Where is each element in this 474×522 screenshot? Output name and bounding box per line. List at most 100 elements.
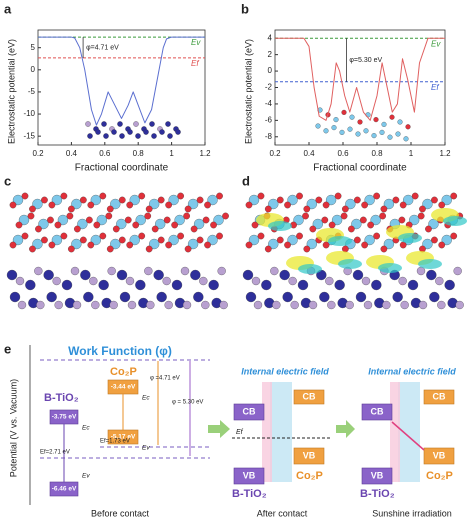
atom: [47, 216, 54, 224]
atom: [365, 112, 371, 118]
material-label: Co₂P: [110, 366, 137, 378]
level-label: Ev: [142, 445, 150, 452]
atom: [135, 279, 146, 291]
charge-density: [378, 263, 402, 273]
caption: After contact: [257, 508, 308, 518]
atom: [72, 300, 82, 310]
atom: [91, 300, 100, 310]
atom: [110, 198, 121, 210]
atom: [340, 212, 348, 220]
atom: [145, 245, 153, 253]
atom: [199, 276, 208, 286]
atom: [371, 279, 382, 291]
atom: [106, 205, 114, 213]
atom: [268, 238, 279, 250]
x-tick-label: 0.8: [133, 149, 145, 158]
atom: [438, 241, 446, 249]
atom: [361, 201, 368, 209]
phi-label: φ = 5.30 eV: [172, 400, 203, 406]
atom: [6, 269, 18, 281]
atom: [125, 276, 135, 286]
atom: [21, 192, 29, 200]
atom: [450, 232, 458, 240]
atom: [345, 300, 354, 310]
flow-arrow: [336, 420, 355, 438]
atom: [98, 279, 109, 291]
y-tick-label: -2: [265, 83, 273, 92]
atom: [51, 234, 63, 246]
annotation: φ=4.71 eV: [86, 44, 119, 51]
energy-label: -3.75 eV: [52, 414, 77, 421]
atom: [129, 194, 140, 206]
atom: [290, 300, 299, 310]
atom: [80, 269, 91, 281]
plot-frame: [37, 29, 206, 146]
atom: [165, 121, 171, 127]
vb-box: [233, 467, 265, 485]
panel-label: d: [242, 173, 250, 188]
atom: [345, 198, 356, 210]
atom: [25, 279, 36, 291]
atom: [36, 300, 45, 310]
atom: [248, 194, 260, 206]
atom: [201, 300, 210, 310]
atom: [276, 236, 284, 244]
atom: [361, 241, 368, 249]
atom: [124, 216, 132, 224]
atom: [308, 300, 318, 310]
atom: [363, 128, 369, 134]
atom: [315, 196, 323, 204]
level-label: Ev: [191, 38, 201, 47]
atom: [303, 205, 311, 213]
level-label: Ec: [142, 395, 150, 402]
atom: [392, 196, 400, 204]
atom: [288, 276, 297, 286]
atom: [315, 123, 321, 129]
atom: [90, 234, 101, 246]
atom: [392, 291, 403, 303]
interface: [398, 382, 420, 482]
atom: [127, 300, 137, 310]
cb-box: [233, 403, 265, 421]
x-tick-label: 0.8: [371, 149, 383, 158]
atom: [398, 216, 406, 224]
y-tick-label: -10: [23, 109, 35, 118]
data-line: [38, 36, 205, 126]
atom: [135, 214, 146, 226]
atom: [38, 218, 49, 230]
atom: [204, 201, 211, 209]
transfer-arrow: [391, 421, 425, 451]
band-label: CB: [303, 391, 316, 401]
atom: [431, 236, 438, 244]
atom: [101, 121, 107, 127]
atom: [54, 221, 62, 229]
atom: [216, 192, 223, 200]
energy-label: -6.46 eV: [52, 486, 77, 493]
charge-density: [328, 236, 352, 246]
atom: [441, 234, 452, 246]
interface: [390, 382, 400, 482]
atom: [400, 300, 409, 310]
atom: [207, 234, 218, 246]
atom: [319, 291, 330, 303]
atom: [399, 241, 407, 249]
atom: [207, 194, 218, 206]
atom: [428, 218, 439, 230]
atom: [219, 300, 228, 310]
atom: [112, 225, 120, 233]
atom: [379, 129, 385, 135]
atom: [80, 236, 87, 244]
atom: [146, 300, 155, 310]
level-label: Ec: [82, 425, 90, 432]
atom: [151, 133, 157, 139]
atom: [85, 121, 91, 127]
atom: [354, 196, 361, 204]
x-tick-label: 1.2: [199, 149, 211, 158]
atom: [151, 225, 159, 233]
atom: [184, 205, 192, 213]
atom: [426, 269, 437, 281]
atom: [163, 216, 171, 224]
atom: [349, 114, 355, 120]
ef-label: Ef: [236, 429, 244, 436]
ef-label: Ef=1.73 eV: [100, 439, 130, 445]
